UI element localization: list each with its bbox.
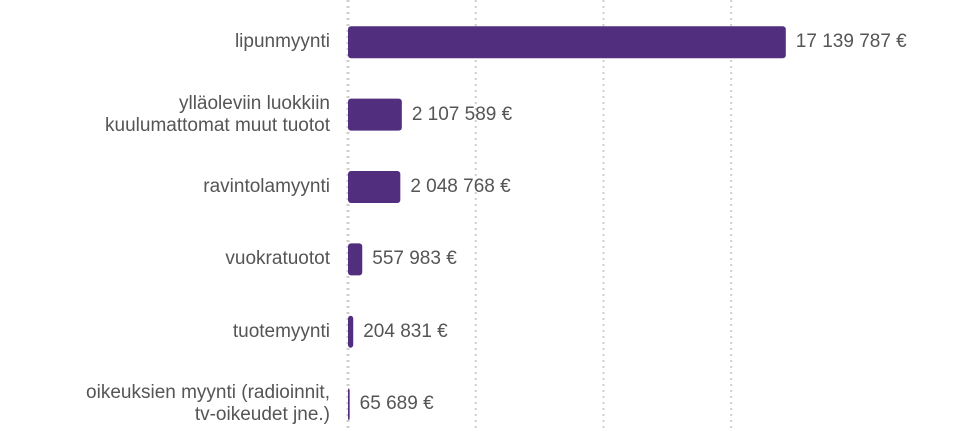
category-label: tuotemyynti — [232, 320, 330, 342]
value-label: 2 107 589 € — [411, 103, 513, 125]
value-label: 2 048 768 € — [410, 176, 511, 197]
category-label: vuokratuotot — [225, 248, 330, 270]
bar — [348, 98, 402, 131]
bar — [348, 171, 401, 203]
value-label: 204 831 € — [363, 320, 448, 342]
category-label: ravintolamyynti — [203, 176, 330, 197]
value-label: 557 983 € — [372, 248, 457, 270]
category-label: ylläoleviin luokkiin kuulumattomat muut … — [105, 92, 330, 136]
bar — [348, 388, 350, 421]
category-label: lipunmyynti — [234, 31, 330, 53]
category-label: oikeuksien myynti (radioinnit, tv-oikeud… — [86, 382, 330, 426]
bar — [348, 26, 786, 59]
value-label: 17 139 787 € — [795, 31, 907, 53]
bar — [348, 315, 354, 348]
bar — [348, 243, 363, 276]
value-label: 65 689 € — [359, 393, 434, 415]
